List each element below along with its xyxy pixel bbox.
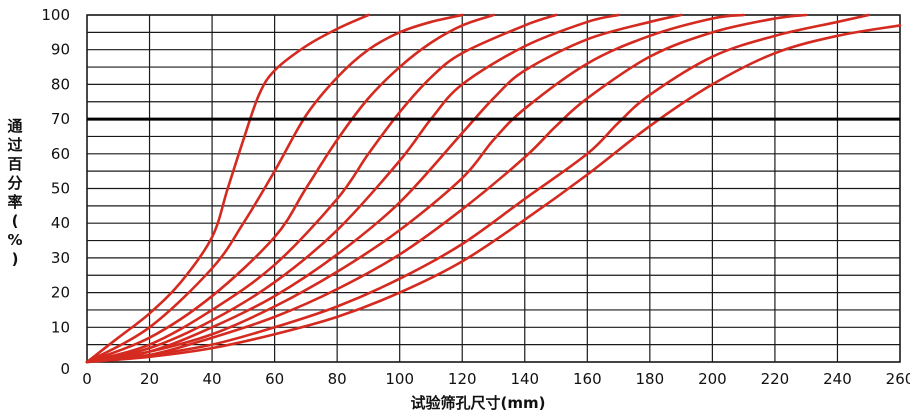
grading-curve-10 [85, 24, 902, 364]
plot-grid [86, 14, 901, 363]
x-tick-label: 80 [328, 370, 347, 388]
x-tick-label: 200 [698, 370, 727, 388]
y-axis-label-char: 率 [7, 193, 22, 211]
grading-curve-1 [85, 13, 370, 364]
x-tick-label: 0 [82, 370, 92, 388]
x-tick-label: 220 [761, 370, 790, 388]
grading-curve-5 [85, 13, 620, 364]
y-tick-labels: 0 10 20 30 40 50 60 70 80 90 100 [41, 6, 70, 378]
x-tick-label: 60 [265, 370, 284, 388]
y-tick-label: 80 [51, 75, 70, 93]
x-tick-label: 100 [385, 370, 414, 388]
y-tick-label: 70 [51, 110, 70, 128]
y-tick-label: 50 [51, 180, 70, 198]
y-axis-label-char: 过 [7, 136, 22, 154]
grading-curve-7 [85, 13, 745, 364]
x-tick-label: 140 [510, 370, 539, 388]
grading-curve-3 [85, 13, 495, 364]
y-axis-label-char: 百 [7, 155, 22, 173]
y-tick-label: 60 [51, 145, 70, 163]
x-tick-labels: 0 20 40 60 80 100 120 140 160 180 200 220 240 260 [82, 370, 910, 388]
x-tick-label: 20 [140, 370, 159, 388]
grading-curve-8 [85, 13, 808, 364]
y-tick-label: 40 [51, 214, 70, 232]
grading-curve-9 [85, 13, 871, 364]
x-axis-label: 试验筛孔尺寸(mm) [411, 394, 546, 412]
y-tick-label: 30 [51, 249, 70, 267]
y-tick-label: 10 [51, 318, 70, 336]
grading-curve-6 [85, 13, 683, 364]
y-axis-label-char: 分 [7, 174, 22, 192]
x-tick-label: 260 [886, 370, 910, 388]
grading-curve-4 [85, 13, 558, 364]
y-axis-label-char: 通 [7, 117, 22, 135]
x-tick-label: 160 [573, 370, 602, 388]
x-tick-label: 240 [823, 370, 852, 388]
x-tick-label: 180 [636, 370, 665, 388]
y-axis-label-char: ) [12, 250, 19, 268]
y-tick-label: 90 [51, 41, 70, 59]
y-axis-label-char: ( [12, 212, 19, 230]
y-tick-label: 20 [51, 284, 70, 302]
y-tick-label: 0 [60, 360, 70, 378]
y-axis-label-char: % [7, 231, 22, 249]
x-tick-label: 40 [203, 370, 222, 388]
x-tick-label: 120 [448, 370, 477, 388]
y-tick-label: 100 [41, 6, 70, 24]
